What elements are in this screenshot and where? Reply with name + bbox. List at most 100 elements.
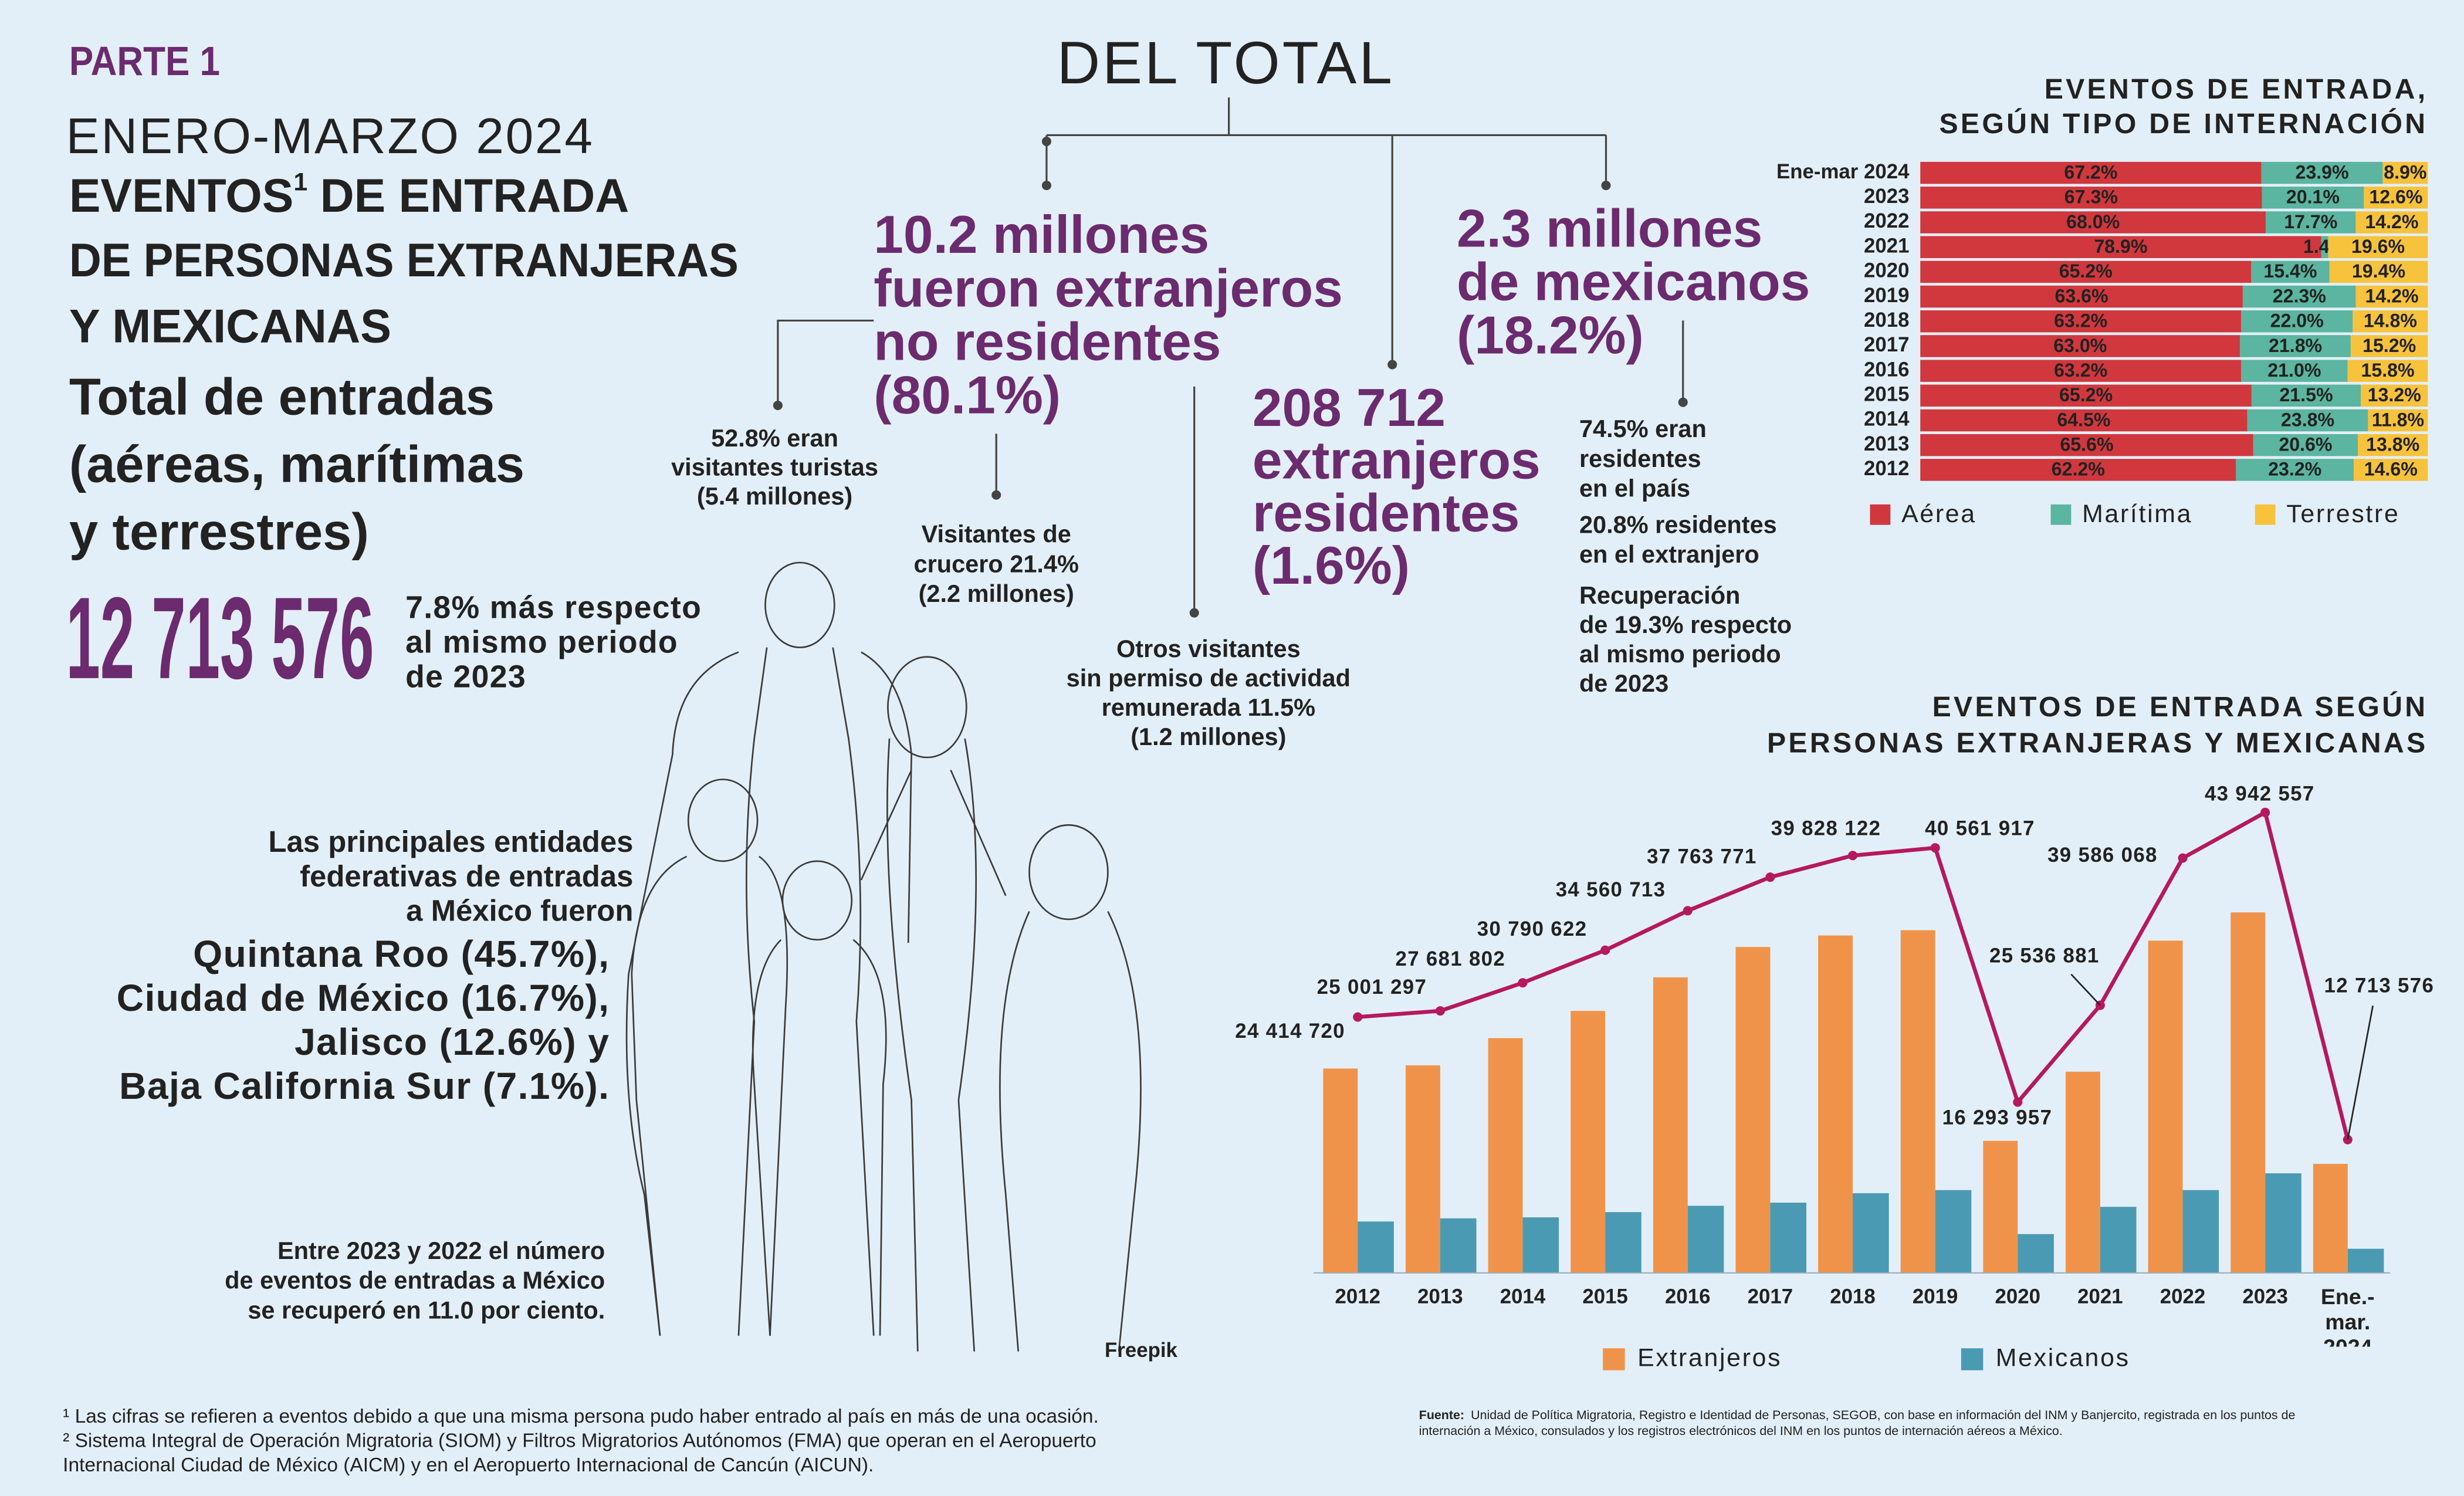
leader-line [2347, 1006, 2374, 1140]
value-label: 39 828 122 [1771, 817, 1881, 840]
value-label: 19.4% [2352, 260, 2405, 282]
category-label: 2021 [1864, 234, 1909, 257]
bar [2313, 1163, 2348, 1273]
category-label: 2022 [1864, 209, 1909, 232]
category-label: 2017 [1864, 333, 1909, 356]
recovery-note: de eventos de entradas a México [225, 1267, 605, 1294]
heading-line: Y MEXICANAS [69, 300, 391, 353]
value-label: 63.0% [2053, 335, 2107, 356]
value-label: 17.7% [2284, 211, 2337, 232]
line-point [2013, 1097, 2023, 1107]
bar [2065, 1071, 2100, 1273]
others-note: Otros visitantes [1116, 635, 1301, 662]
legend-label: Terrestre [2286, 500, 2399, 528]
residents-node: extranjeros [1253, 431, 1541, 490]
value-label: 14.6% [2364, 459, 2418, 480]
subheading: (aéreas, marítimas [69, 435, 524, 493]
chart-title: EVENTOS DE ENTRADA, [2045, 73, 2428, 105]
heading-line: DE PERSONAS EXTRANJERAS [69, 234, 739, 287]
x-tick-label: 2017 [1748, 1285, 1793, 1308]
bar [1440, 1218, 1477, 1273]
mexicans-node: de mexicanos [1457, 253, 1810, 312]
footnote: ¹ Las cifras se refieren a eventos debid… [63, 1406, 1099, 1427]
x-tick-label: 2023 [2242, 1285, 2287, 1308]
heading-part: DE ENTRADA [320, 170, 629, 222]
bar-segment [1920, 409, 2248, 432]
bar-segment [2247, 409, 2368, 432]
foreign-node: 10.2 millones [874, 205, 1209, 265]
category-label: 2018 [1864, 309, 1909, 331]
growth-note: 7.8% más respecto [405, 590, 702, 625]
bar [1571, 1011, 1606, 1273]
bar [2265, 1173, 2301, 1273]
mex-note: 20.8% residentes [1579, 510, 1777, 538]
value-label: 27 681 802 [1396, 947, 1506, 970]
value-label: 14.2% [2365, 285, 2418, 306]
value-label: 65.6% [2060, 434, 2113, 455]
footnote: ² Sistema Integral de Operación Migrator… [63, 1430, 1096, 1451]
value-label: 30 790 622 [1477, 918, 1588, 940]
bar-segment [2236, 459, 2354, 481]
value-label: 67.3% [2064, 187, 2118, 208]
value-label: 25 536 881 [1989, 944, 2100, 967]
mex-note: residentes [1579, 445, 1701, 472]
value-label: 11.8% [2372, 409, 2424, 430]
line-point [1518, 978, 1528, 988]
total-number: 12 713 576 [66, 574, 374, 703]
value-label: 15.4% [2263, 260, 2317, 282]
value-label: 23.2% [2268, 459, 2321, 480]
bar-segment [2364, 187, 2428, 209]
bar-segment [2357, 434, 2428, 456]
value-label: 15.8% [2361, 360, 2414, 381]
bar-segment [1920, 236, 2321, 258]
bar [1323, 1068, 1358, 1273]
x-tick-label-box: Ene.-mar. 2024 [2321, 1284, 2375, 1346]
bar-segment [2353, 310, 2428, 333]
value-label: 67.2% [2064, 161, 2117, 182]
x-tick-label: 2012 [1335, 1285, 1380, 1308]
chart-title: PERSONAS EXTRANJERAS Y MEXICANAS [1767, 727, 2428, 759]
bar-segment [1920, 161, 2262, 184]
mexicans-node: (18.2%) [1457, 306, 1644, 365]
value-label: 63.6% [2055, 285, 2108, 306]
people-illustration [625, 561, 1142, 1352]
bar-segment [2347, 360, 2428, 382]
bar [2347, 1248, 2384, 1273]
chart-title: SEGÚN TIPO DE INTERNACIÓN [1939, 107, 2428, 140]
bar-segment [2321, 236, 2328, 258]
bar-segment [2251, 260, 2330, 283]
residents-node: residentes [1253, 483, 1520, 543]
credit: Freepik [1105, 1339, 1177, 1362]
category-label: 2012 [1864, 457, 1909, 480]
heading-part: EVENTOS [69, 170, 294, 222]
source-text: internación a México, consulados y los r… [1419, 1424, 2063, 1438]
bar [1358, 1221, 1394, 1273]
bar [1488, 1038, 1523, 1273]
tourists-note: (5.4 millones) [697, 482, 852, 510]
entities-intro: Las principales entidades [268, 825, 633, 858]
bar [1522, 1217, 1559, 1273]
value-label: 62.2% [2052, 459, 2105, 480]
bar [2100, 1207, 2137, 1273]
bar-segment [2354, 459, 2428, 481]
value-label: 65.2% [2059, 384, 2113, 405]
value-label: 24 414 720 [1235, 1020, 1345, 1043]
source-text: Unidad de Política Migratoria, Registro … [1471, 1408, 2295, 1422]
entities: Quintana Roo (45.7%), [193, 933, 610, 975]
bar-segment [1920, 187, 2262, 209]
bar [1900, 930, 1935, 1273]
entities: Ciudad de México (16.7%), [117, 977, 610, 1019]
tourists-note: visitantes turistas [671, 453, 878, 481]
category-label: 2013 [1864, 432, 1909, 455]
legend-label: Mexicanos [1996, 1343, 2130, 1372]
line-point [1435, 1006, 1445, 1016]
others-note: sin permiso de actividad [1067, 664, 1351, 692]
value-label: 23.8% [2281, 409, 2334, 430]
line-point [1848, 851, 1858, 861]
cruise-note: Visitantes de [922, 520, 1071, 547]
x-tick-label: 2018 [1830, 1285, 1875, 1308]
category-label: 2014 [1864, 408, 1910, 431]
bar-segment [1920, 285, 2243, 308]
bar-segment [1920, 211, 2266, 233]
